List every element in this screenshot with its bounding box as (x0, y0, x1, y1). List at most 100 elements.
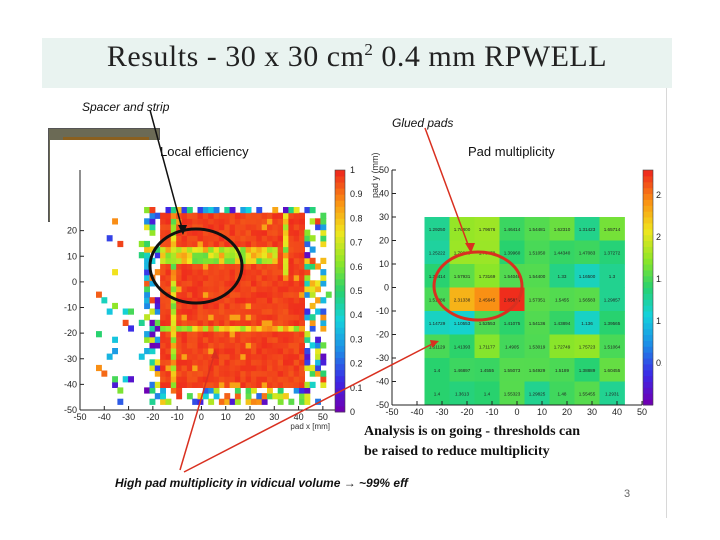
multiplicity-cell (574, 264, 600, 288)
cell-value: 1.14729 (429, 321, 446, 326)
left-chart-title: Local efficiency (160, 144, 249, 159)
left-colorbar-tick: 0 (350, 407, 355, 417)
cell-value: 1.56583 (579, 297, 596, 302)
right-colorbar-tick: 1 (656, 316, 661, 326)
multiplicity-cell (499, 381, 525, 406)
left-y-tick: 0 (72, 277, 77, 287)
analysis-note-line2: be raised to reduce multiplicity (364, 444, 550, 459)
left-x-tick: 40 (294, 412, 304, 422)
right-x-tick: 10 (537, 407, 547, 417)
cell-value: 1.71177 (479, 344, 496, 349)
right-y-tick: 40 (379, 189, 389, 199)
right-y-tick: 30 (379, 212, 389, 222)
left-x-tick: -50 (73, 412, 86, 422)
spacer-label: Spacer and strip (82, 100, 170, 114)
cell-value: 1.46897 (454, 368, 471, 373)
cell-value: 1.39960 (504, 250, 521, 255)
cell-value: 1.43894 (554, 321, 571, 326)
multiplicity-cell (549, 311, 575, 335)
multiplicity-cell (474, 334, 500, 359)
analysis-note-line1: Analysis is on going - thresholds can (364, 424, 581, 439)
left-y-tick: 20 (67, 226, 77, 236)
cell-value: 2.45645 (479, 297, 496, 302)
left-x-tick: -10 (171, 412, 184, 422)
cell-value: 1.51286 (429, 297, 446, 302)
right-x-tick: -20 (460, 407, 473, 417)
multiplicity-cell (574, 358, 600, 382)
cell-value: 1.4 (434, 368, 441, 373)
multiplicity-cell (599, 358, 625, 382)
right-colorbar-tick: 2 (656, 232, 661, 242)
left-x-tick: -40 (98, 412, 111, 422)
multiplicity-cell (524, 217, 550, 241)
title-bar: Results - 30 x 30 cm2 0.4 mm RPWELL (42, 38, 672, 88)
multiplicity-cell (599, 240, 625, 265)
right-x-tick: -10 (485, 407, 498, 417)
right-y-tick: 20 (379, 236, 389, 246)
left-y-tick: -50 (64, 405, 77, 415)
right-x-tick: 20 (562, 407, 572, 417)
multiplicity-cell (524, 358, 550, 382)
pad-multiplicity-heatmap: Pad multiplicity pad y (mm) 1.29250 1.768… (362, 140, 662, 430)
local-efficiency-heatmap: Local efficiency -50 -40 -30 -20 -10 0 10 20 30 4… (50, 140, 380, 440)
right-y-tick: 0 (384, 283, 389, 293)
cell-value: 1.73169 (479, 274, 496, 279)
cell-value: 1.29825 (529, 391, 546, 396)
cell-value: 1.5189 (555, 368, 569, 373)
multiplicity-cell (524, 381, 550, 406)
left-colorbar-tick: 0.4 (350, 310, 363, 320)
slide-title: Results - 30 x 30 cm2 0.4 mm RPWELL (106, 40, 608, 73)
cell-value: 1.54136 (529, 321, 546, 326)
cell-value: 1.55455 (579, 391, 596, 396)
cell-value: 1.29250 (429, 227, 446, 232)
cell-value: 1.55323 (504, 391, 521, 396)
cell-value: 1.54400 (529, 274, 546, 279)
left-colorbar-tick: 0.5 (350, 286, 363, 296)
cell-value: 1.4905 (505, 344, 519, 349)
left-x-tick: 10 (221, 412, 231, 422)
left-colorbar-tick: 0.1 (350, 383, 363, 393)
right-y-tick: -10 (376, 306, 389, 316)
right-x-tick: 0 (514, 407, 519, 417)
cell-value: 1.52553 (479, 321, 496, 326)
cell-value: 1.76800 (454, 227, 471, 232)
cell-value: 1.47083 (579, 250, 596, 255)
cell-value: 1.54929 (529, 368, 546, 373)
right-y-tick: -20 (376, 330, 389, 340)
multiplicity-cell (449, 334, 475, 359)
cell-value: 1.4 (434, 391, 441, 396)
cell-value: 1.44340 (554, 250, 571, 255)
cell-value: 1.16500 (579, 274, 596, 279)
left-x-tick: 50 (318, 412, 328, 422)
cell-value: 1.51064 (604, 344, 621, 349)
multiplicity-cell (549, 240, 575, 265)
cell-value: 1.25222 (429, 250, 446, 255)
multiplicity-cell (549, 358, 575, 382)
cell-value: 1.5455 (555, 297, 569, 302)
left-y-tick: -10 (64, 303, 77, 313)
left-colorbar-tick: 1 (350, 165, 355, 175)
multiplicity-cell (574, 217, 600, 241)
multiplicity-cell (524, 264, 550, 288)
multiplicity-cell (524, 287, 550, 312)
cell-value: 2.31338 (454, 297, 471, 302)
left-x-tick: 0 (199, 412, 204, 422)
cell-value: 1.51050 (529, 250, 546, 255)
right-x-tick: 50 (637, 407, 647, 417)
left-y-tick: -40 (64, 379, 77, 389)
cell-value: 1.65714 (604, 227, 621, 232)
right-y-tick: 50 (379, 165, 389, 175)
cell-value: 1.79210 (454, 250, 471, 255)
cell-value: 1.57931 (454, 274, 471, 279)
right-chart-title: Pad multiplicity (468, 144, 555, 159)
right-x-tick: 40 (612, 407, 622, 417)
high-pad-note: High pad multiplicity in vidicual volume… (115, 476, 408, 490)
cell-value: 1.37272 (604, 250, 621, 255)
right-y-tick: -40 (376, 377, 389, 387)
left-colorbar-tick: 0.9 (350, 189, 363, 199)
cell-value: 1.4555 (480, 368, 494, 373)
right-x-tick: -30 (435, 407, 448, 417)
multiplicity-cell (449, 358, 475, 382)
left-colorbar-tick: 0.7 (350, 238, 363, 248)
multiplicity-cell (599, 381, 625, 406)
